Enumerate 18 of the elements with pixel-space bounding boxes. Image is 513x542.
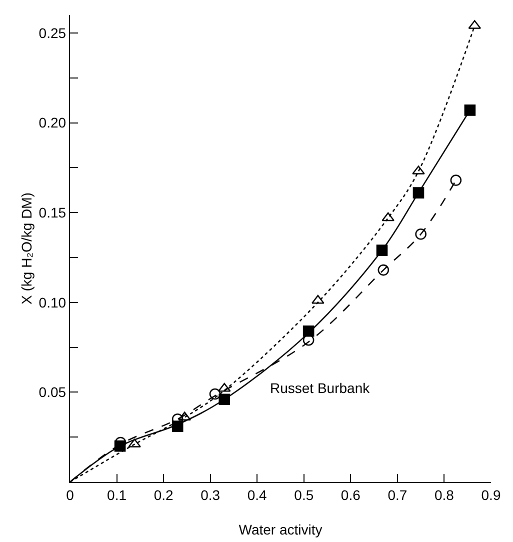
y-tick-label: 0.10 [38,294,66,310]
y-tick-label: 0.25 [38,24,66,41]
y-axis-title: X (kg H₂O/kg DM) [18,192,35,304]
x-tick-label: 0.1 [107,486,127,503]
x-tick-label: 0.4 [247,486,268,503]
x-axis-title: Water activity [238,521,322,538]
x-tick-label: 0.8 [434,486,454,503]
x-tick-label: 0.3 [200,486,220,503]
x-tick-label: 0 [66,486,74,503]
x-tick-label: 0.2 [154,486,174,503]
x-tick-label: 0.7 [388,486,408,503]
x-tick-label: 0.5 [294,486,314,503]
y-tick-label: 0.05 [38,384,66,400]
y-tick-label: 0.15 [38,204,66,220]
annotation: Russet Burbank [270,380,371,396]
x-tick-label: 0.6 [340,486,361,503]
y-tick-label: 0.20 [38,114,66,131]
x-tick-label: 0.9 [481,486,501,503]
